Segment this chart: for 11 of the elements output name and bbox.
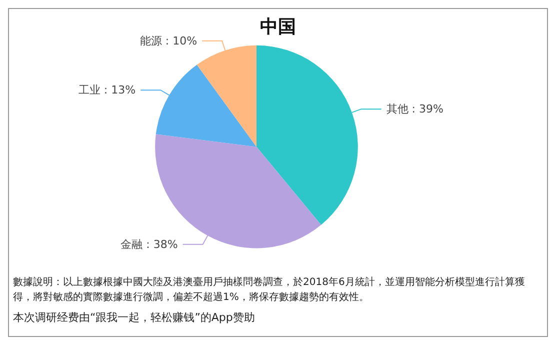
- slice-label: 其他: [386, 102, 408, 116]
- slice-label: 工业: [78, 84, 100, 97]
- data-label: : 38%: [146, 238, 178, 251]
- chart-title: 中国: [260, 16, 296, 38]
- text: 數據說明：以上數據根據中國大陸及港澳臺用戶抽樣問卷調查，於2018年6月統計，並運用智能分析模型進行計算獲得，將對敏感的實際數據進行微調，偏差不超過1%，將保存數據趨勢的有效性。: [13, 276, 526, 305]
- data-label: : 39%: [412, 102, 444, 116]
- data-label: : 10%: [165, 34, 198, 48]
- slice-label: 能源: [140, 34, 162, 48]
- data-label: : 13%: [104, 84, 136, 97]
- text: 本次调研经费由“跟我一起，轻松赚钱”的App赞助: [13, 310, 256, 325]
- slice-label: 金融: [120, 238, 143, 251]
